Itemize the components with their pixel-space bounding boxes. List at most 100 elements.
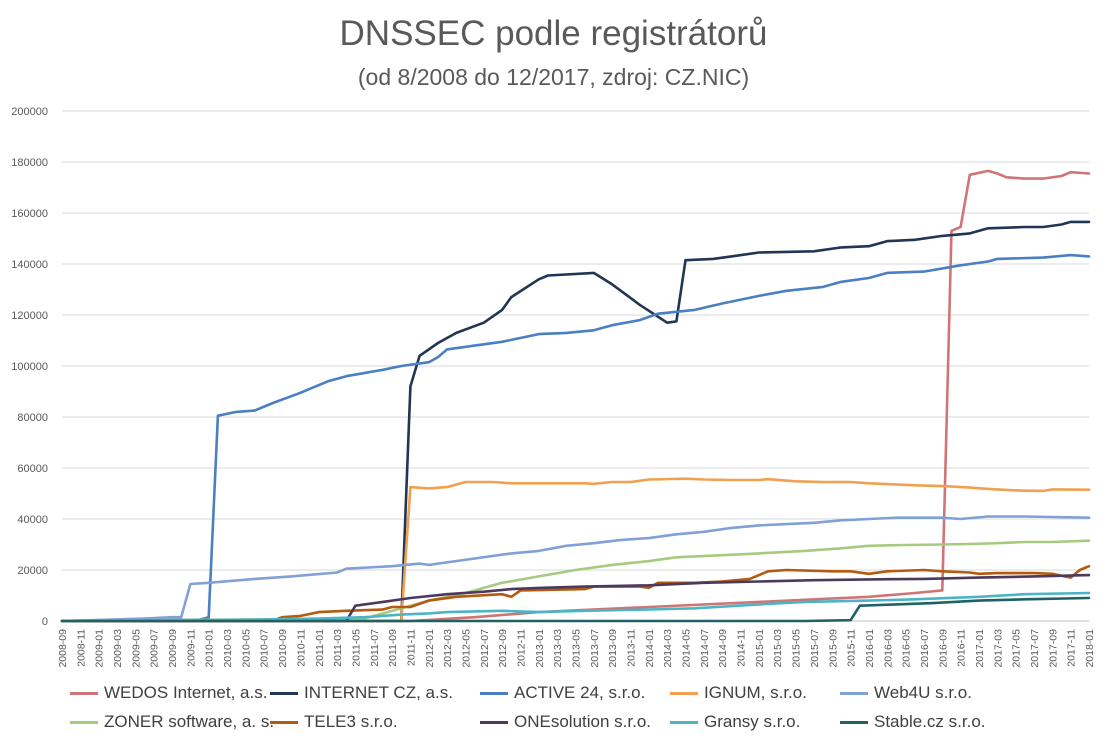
x-tick-label: 2014-03 [662, 629, 674, 668]
chart-title: DNSSEC podle registrátorů [339, 14, 768, 53]
x-tick-label: 2009-11 [185, 629, 197, 667]
legend-swatch [270, 691, 298, 695]
series-line-10 [60, 596, 1091, 623]
x-tick-label: 2015-05 [791, 629, 803, 668]
x-tick-label: 2014-09 [717, 629, 729, 668]
x-tick-label: 2014-11 [736, 629, 748, 667]
x-tick-label: 2015-01 [754, 629, 766, 668]
legend-swatch [670, 691, 698, 695]
legend-swatch [840, 691, 868, 695]
legend-swatch [270, 720, 298, 724]
y-tick-label: 40000 [17, 514, 48, 526]
x-tick-label: 2015-11 [846, 629, 858, 667]
y-tick-label: 180000 [11, 157, 48, 169]
y-tick-label: 20000 [17, 565, 48, 577]
x-tick-label: 2010-01 [204, 629, 216, 668]
series-line-1 [60, 169, 1091, 623]
legend-item: ACTIVE 24, s.r.o. [480, 682, 645, 704]
x-tick-label: 2013-07 [589, 629, 601, 668]
x-tick-label: 2013-03 [552, 629, 564, 668]
x-tick-label: 2011-07 [369, 629, 381, 667]
legend-label: TELE3 s.r.o. [304, 712, 398, 731]
legend-swatch [480, 720, 508, 724]
x-tick-label: 2009-07 [149, 629, 161, 668]
x-tick-label: 2017-01 [974, 629, 986, 668]
legend-label: ONEsolution s.r.o. [514, 712, 652, 731]
legend-item: WEDOS Internet, a.s. [70, 682, 267, 704]
x-tick-label: 2016-07 [919, 629, 931, 668]
legend-label: Stable.cz s.r.o. [874, 712, 986, 731]
legend-item: Web4U s.r.o. [840, 682, 972, 704]
x-tick-label: 2015-03 [772, 629, 784, 668]
legend-swatch [70, 691, 98, 695]
x-tick-label: 2018-01 [1084, 629, 1096, 668]
series-line-9 [60, 591, 1091, 623]
x-tick-label: 2010-03 [222, 629, 234, 668]
legend-label: ZONER software, a. s. [104, 712, 275, 731]
x-tick-label: 2015-07 [809, 629, 821, 668]
y-tick-label: 120000 [11, 310, 48, 322]
y-tick-label: 80000 [17, 412, 48, 424]
x-tick-label: 2011-09 [387, 629, 399, 667]
x-tick-label: 2013-11 [626, 629, 638, 667]
legend-label: Web4U s.r.o. [874, 683, 972, 702]
x-tick-label: 2012-03 [442, 629, 454, 668]
series-line-5 [60, 515, 1091, 623]
y-tick-label: 160000 [11, 208, 48, 220]
gridlines [62, 110, 1089, 622]
x-tick-label: 2016-09 [937, 629, 949, 668]
legend-label: INTERNET CZ, a.s. [304, 683, 453, 702]
legend-label: Gransy s.r.o. [704, 712, 801, 731]
x-axis-tick-labels: 2008-09 2008-11 2009-01 2009-03 2009-05 2009-… [57, 629, 1096, 668]
x-tick-label: 2010-09 [277, 629, 289, 668]
x-tick-label: 2008-09 [57, 629, 69, 668]
legend-swatch [70, 720, 98, 724]
x-tick-label: 2017-11 [1066, 629, 1078, 667]
x-tick-label: 2012-01 [424, 629, 436, 668]
legend-label: ACTIVE 24, s.r.o. [514, 683, 646, 702]
x-tick-label: 2010-11 [295, 629, 307, 667]
legend-item: Gransy s.r.o. [670, 711, 800, 733]
x-tick-label: 2017-05 [1011, 629, 1023, 668]
legend-item: ZONER software, a. s. [70, 711, 274, 733]
legend-item: TELE3 s.r.o. [270, 711, 398, 733]
series-line-4 [60, 477, 1091, 623]
x-tick-label: 2009-03 [112, 629, 124, 668]
x-tick-label: 2013-01 [534, 629, 546, 668]
x-tick-label: 2012-05 [460, 629, 472, 668]
legend-swatch [480, 691, 508, 695]
x-tick-label: 2012-11 [515, 629, 527, 667]
x-tick-label: 2010-05 [240, 629, 252, 668]
x-tick-label: 2014-01 [644, 629, 656, 668]
legend-item: IGNUM, s.r.o. [670, 682, 807, 704]
x-tick-label: 2014-07 [699, 629, 711, 668]
x-tick-label: 2013-09 [607, 629, 619, 668]
x-tick-label: 2015-09 [827, 629, 839, 668]
x-tick-label: 2011-01 [314, 629, 326, 667]
legend-item: INTERNET CZ, a.s. [270, 682, 453, 704]
x-tick-label: 2016-11 [956, 629, 968, 667]
x-tick-label: 2010-07 [259, 629, 271, 668]
legend-swatch [840, 720, 868, 724]
y-tick-label: 0 [42, 616, 48, 628]
x-tick-label: 2011-05 [350, 629, 362, 667]
x-tick-label: 2012-09 [497, 629, 509, 668]
y-axis-tick-labels: 0 20000 40000 60000 80000 100000 120000 140000 1… [11, 106, 48, 628]
y-tick-label: 60000 [17, 463, 48, 475]
x-tick-label: 2016-01 [864, 629, 876, 668]
x-tick-label: 2016-03 [882, 629, 894, 668]
x-tick-label: 2017-09 [1047, 629, 1059, 668]
legend-item: Stable.cz s.r.o. [840, 711, 986, 733]
x-tick-label: 2012-07 [479, 629, 491, 668]
x-tick-label: 2009-01 [94, 629, 106, 668]
series-line-8 [60, 573, 1091, 623]
x-tick-label: 2014-05 [681, 629, 693, 668]
x-tick-label: 2008-11 [75, 629, 87, 667]
x-tick-label: 2013-05 [571, 629, 583, 668]
x-tick-label: 2011-03 [332, 629, 344, 667]
legend: WEDOS Internet, a.s. INTERNET CZ, a.s. ACT… [70, 682, 1100, 742]
x-tick-label: 2017-07 [1029, 629, 1041, 668]
x-tick-label: 2017-03 [992, 629, 1004, 668]
chart-subtitle: (od 8/2008 do 12/2017, zdroj: CZ.NIC) [357, 64, 750, 90]
